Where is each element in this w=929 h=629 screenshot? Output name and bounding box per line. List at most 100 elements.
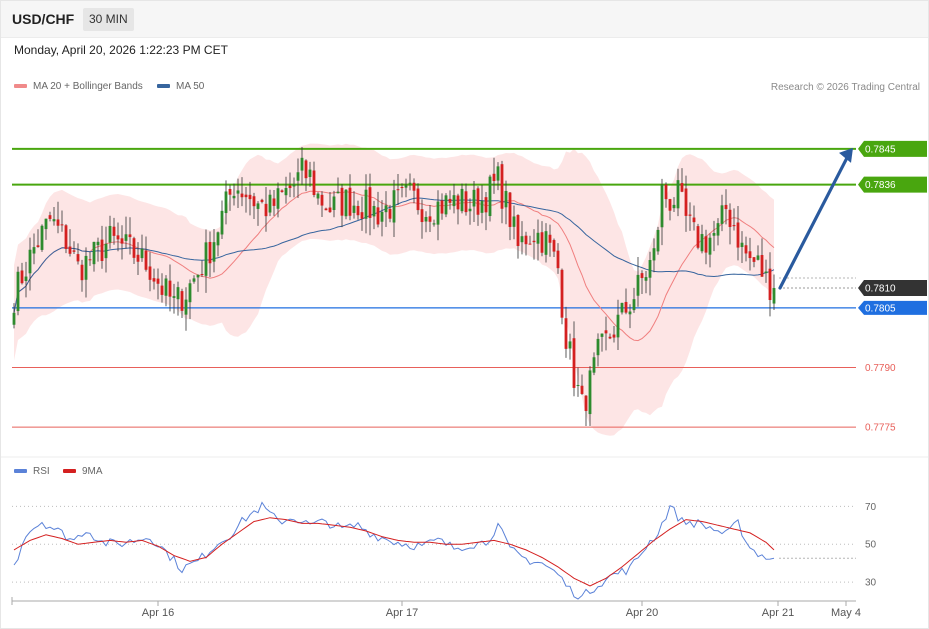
- legend-ma50: MA 50: [157, 81, 204, 92]
- candle-body: [504, 190, 508, 208]
- timestamp: Monday, April 20, 2026 1:22:23 PM CET: [14, 43, 228, 57]
- candle-body: [360, 212, 364, 219]
- candle-body: [288, 185, 292, 189]
- candle-body: [616, 314, 620, 338]
- candle-body: [76, 254, 80, 262]
- candle-body: [688, 214, 692, 216]
- candle-body: [340, 187, 344, 216]
- candle-body: [432, 223, 436, 225]
- candle-body: [596, 338, 600, 356]
- candle-body: [768, 268, 772, 301]
- resistance-label: 0.7836: [865, 180, 896, 191]
- price-levels: [12, 147, 856, 428]
- candle-body: [40, 225, 44, 250]
- resistance-tag: [858, 140, 927, 157]
- candle-body: [732, 225, 736, 227]
- candle-body: [584, 395, 588, 411]
- x-tick-label: Apr 20: [626, 607, 658, 619]
- candle-body: [528, 243, 532, 245]
- ma20-swatch-icon: [14, 84, 27, 89]
- candle-body: [716, 223, 720, 236]
- candle-body: [156, 278, 160, 284]
- candle-body: [44, 218, 48, 230]
- candle-body: [740, 242, 744, 248]
- candle-body: [664, 184, 668, 200]
- resistance-tag: [858, 176, 927, 193]
- candle-body: [476, 188, 480, 215]
- candle-body: [248, 194, 252, 200]
- candle-body: [48, 215, 52, 219]
- candle-body: [176, 287, 180, 300]
- candle-body: [172, 296, 176, 298]
- candle-body: [532, 240, 536, 243]
- candle-body: [464, 191, 468, 213]
- candle-body: [660, 184, 664, 228]
- candle-body: [268, 194, 272, 213]
- candle-body: [320, 194, 324, 206]
- candle-body: [316, 193, 320, 199]
- candle-body: [748, 251, 752, 259]
- candle-body: [612, 334, 616, 338]
- candle-body: [572, 338, 576, 388]
- candle-body: [492, 173, 496, 181]
- candle-body: [80, 264, 84, 281]
- candle-body: [24, 276, 28, 282]
- candle-body: [124, 234, 128, 241]
- candle-body: [144, 250, 148, 270]
- candle-body: [712, 233, 716, 236]
- candle-body: [496, 166, 500, 181]
- candle-body: [160, 285, 164, 295]
- candle-body: [12, 312, 16, 325]
- candle-body: [204, 242, 208, 276]
- candle-body: [348, 187, 352, 216]
- timeframe-button[interactable]: 30 MIN: [83, 8, 134, 31]
- candle-body: [696, 226, 700, 248]
- candle-body: [692, 217, 696, 223]
- candle-body: [232, 195, 236, 199]
- candle-body: [228, 188, 232, 195]
- x-tick-label: Apr 16: [142, 607, 174, 619]
- candle-body: [636, 274, 640, 296]
- candle-body: [648, 260, 652, 278]
- candle-body: [480, 200, 484, 213]
- candle-body: [72, 250, 76, 252]
- candle-body: [304, 160, 308, 179]
- candle-body: [604, 330, 608, 334]
- candle-body: [724, 204, 728, 210]
- legend-rsi-ma: 9MA: [63, 466, 103, 477]
- candle-body: [52, 219, 56, 222]
- forecast-arrow: [778, 147, 853, 290]
- candle-body: [632, 299, 636, 311]
- candle-body: [68, 246, 72, 254]
- rsi-tick-label: 70: [865, 502, 877, 513]
- support-label: 0.7790: [865, 363, 896, 374]
- candle-body: [236, 190, 240, 194]
- candle-body: [188, 283, 192, 303]
- candle-body: [148, 266, 152, 280]
- candle-body: [576, 384, 580, 386]
- candle-body: [424, 216, 428, 222]
- candle-body: [680, 183, 684, 192]
- candle-body: [368, 187, 372, 218]
- candle-body: [192, 278, 196, 282]
- candle-body: [56, 219, 60, 226]
- candle-body: [280, 190, 284, 192]
- candle-body: [388, 208, 392, 219]
- candle-body: [448, 198, 452, 203]
- current-price-tag: [858, 279, 927, 296]
- candle-body: [500, 164, 504, 209]
- candle-body: [524, 235, 528, 245]
- candle-body: [620, 302, 624, 313]
- time-axis: Apr 16 Apr 17 Apr 20 Apr 21 May 4: [11, 597, 861, 619]
- rsi-swatch-icon: [14, 469, 27, 474]
- candle-body: [300, 157, 304, 171]
- candle-body: [472, 189, 476, 207]
- rsi-line: [13, 501, 775, 600]
- candle-body: [216, 232, 220, 246]
- toolbar: USD/CHF 30 MIN: [1, 1, 928, 38]
- candle-body: [416, 188, 420, 211]
- candle-body: [328, 207, 332, 213]
- candle-body: [548, 234, 552, 243]
